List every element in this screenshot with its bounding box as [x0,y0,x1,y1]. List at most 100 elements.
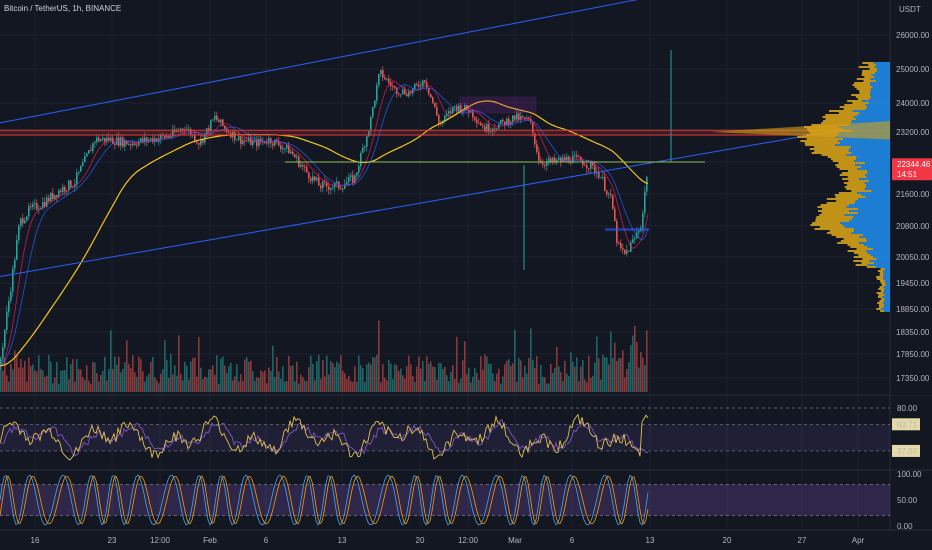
volume-bar [54,377,56,392]
volume-profile-bar [870,82,890,84]
volume-bar [430,361,432,392]
volume-bar [428,363,430,392]
volume-profile-bar [843,182,865,184]
candle [304,166,306,168]
candle [96,137,98,142]
volume-profile-bar [866,240,890,242]
candle [520,116,522,120]
volume-bar [180,373,182,392]
volume-bar [574,366,576,392]
candle [536,144,538,152]
volume-bar [614,342,616,392]
candle [20,218,22,226]
volume-bar [396,365,398,392]
candle [638,230,640,233]
candle [310,178,312,182]
candle [208,128,210,132]
volume-bar [558,366,560,392]
candle [376,85,378,101]
candle [200,139,202,145]
volume-bar [138,356,140,392]
volume-bar [446,375,448,392]
candle [290,151,292,154]
volume-profile-bar [814,146,852,148]
candle [386,79,388,80]
currency-label: USDT [899,5,921,14]
volume-bar [590,377,592,392]
volume-bar [174,365,176,392]
volume-profile [797,62,890,312]
volume-bar [242,380,244,392]
candle [32,204,34,207]
volume-bar [596,336,598,392]
volume-profile-bar [884,304,890,306]
volume-bar [354,366,356,392]
volume-bar [358,355,360,392]
candle [314,176,316,181]
volume-bar [624,377,626,392]
volume-profile-bar [854,230,890,232]
volume-profile-bar [849,210,890,212]
volume-bar [208,369,210,392]
volume-bar [294,381,296,392]
volume-profile-bar [852,110,890,112]
volume-bar [580,366,582,392]
volume-profile-bar [861,262,875,264]
volume-profile-bar [861,166,890,168]
volume-profile-bar [862,100,890,102]
volume-bar [516,381,518,392]
volume-profile-bar [870,84,890,86]
volume-profile-bar [816,216,854,218]
volume-bar [166,359,168,392]
candle [360,152,362,167]
volume-bar [280,378,282,392]
volume-profile-bar [859,178,890,180]
volume-bar [550,363,552,392]
volume-bar [16,355,18,392]
volume-profile-bar [843,138,890,140]
candle [364,146,366,148]
candle [284,148,286,149]
volume-profile-bar [875,266,890,268]
candle [46,197,48,207]
candle [0,358,2,366]
candle [430,93,432,98]
candle [526,117,528,120]
candle [58,190,60,198]
volume-bar [494,380,496,392]
candle [590,162,592,169]
candle [132,143,134,146]
volume-bar [362,368,364,392]
volume-profile-bar [883,292,890,294]
volume-bar [328,374,330,392]
volume-profile-bar [835,196,866,198]
volume-bar [264,370,266,392]
candle [502,119,504,122]
candle [422,80,424,87]
volume-bar [20,358,22,392]
volume-profile-bar [881,298,885,300]
volume-profile-bar [847,250,866,252]
volume-bar [470,382,472,392]
candle [56,195,58,198]
candle [276,139,278,142]
volume-bar [514,329,516,392]
volume-bar [78,369,80,392]
candle [464,105,466,111]
volume-profile-bar [847,176,867,178]
candle [334,183,336,188]
volume-bar [592,375,594,392]
volume-bar [288,355,290,392]
volume-profile-bar [854,252,868,254]
volume-profile-bar [859,92,871,94]
candle [392,86,394,87]
volume-profile-bar [865,104,890,106]
stoch-tick-label: 0.00 [897,522,913,531]
time-tick-label: 13 [338,536,347,545]
volume-bar [88,380,90,392]
volume-bar [454,378,456,392]
candle [292,151,294,155]
volume-bar [460,378,462,392]
candle [142,138,144,142]
